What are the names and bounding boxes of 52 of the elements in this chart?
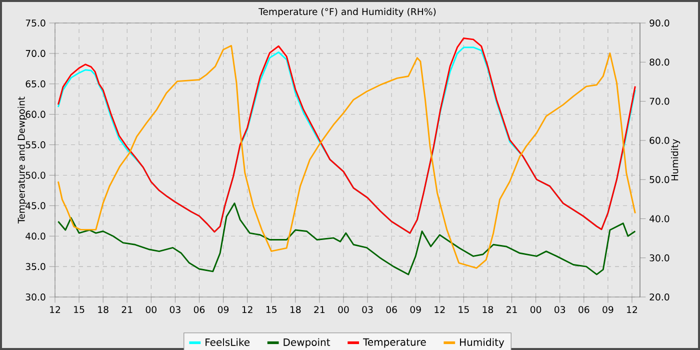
x-tick-label: 12 [434,306,445,313]
y-tick-label: 45.0 [26,202,46,210]
y-tick-label: 30.0 [26,293,46,301]
x-tick-label: 09 [218,306,229,314]
x-tick-label: 18 [290,306,301,314]
x-tick-label: 06 [194,306,205,314]
y-tick-label: 55.0 [26,141,46,148]
x-tick-label: 12 [242,306,252,313]
y2-tick-label: 30.0 [650,254,670,262]
legend-label: Humidity [460,338,504,348]
y-tick-label: 65.0 [26,80,46,88]
x-tick-label: 00 [338,306,349,314]
x-tick-label: 03 [170,306,180,314]
x-tick-label: 00 [146,306,156,314]
y2-axis-title: Humidity [671,139,680,180]
y-tick-label: 35.0 [26,263,46,270]
x-tick-label: 21 [122,306,132,313]
chart-title: Temperature (°F) and Humidity (RH%) [258,8,436,17]
y-tick-label: 70.0 [26,50,46,57]
y-axis-title: Temperature and Dewpoint [18,96,27,224]
x-tick-label: 21 [506,306,517,313]
x-tick-label: 06 [386,306,397,314]
legend-label: Temperature [362,338,426,348]
x-tick-label: 18 [98,306,108,314]
x-tick-label: 15 [74,306,84,313]
x-tick-label: 06 [578,306,590,314]
x-tick-label: 12 [627,306,637,313]
x-tick-label: 09 [410,306,421,314]
x-tick-label: 00 [530,306,542,314]
line-series [57,44,636,269]
y-tick-label: 60.0 [26,110,46,118]
x-tick-label: 18 [482,306,494,314]
x-tick-label: 03 [554,306,566,314]
y-tick-label: 75.0 [26,19,46,27]
y-tick-label: 50.0 [26,172,46,179]
x-tick-label: 15 [266,306,276,313]
x-tick-label: 21 [314,306,325,313]
y2-tick-label: 70.0 [650,98,670,105]
y2-tick-label: 20.0 [650,293,670,301]
line-series [57,202,636,276]
x-tick-label: 09 [602,306,614,314]
x-tick-label: 15 [458,306,469,313]
x-tick-label: 03 [362,306,373,314]
legend-label: FeelsLike [206,338,250,346]
y2-tick-label: 50.0 [650,176,670,184]
x-tick-label: 12 [50,306,60,313]
y2-tick-label: 90.0 [650,19,670,27]
y2-tick-label: 40.0 [650,215,670,222]
y2-tick-label: 60.0 [650,136,670,144]
y2-tick-label: 80.0 [650,58,670,66]
legend-label: Dewpoint [284,338,330,348]
y-tick-label: 40.0 [26,232,46,240]
